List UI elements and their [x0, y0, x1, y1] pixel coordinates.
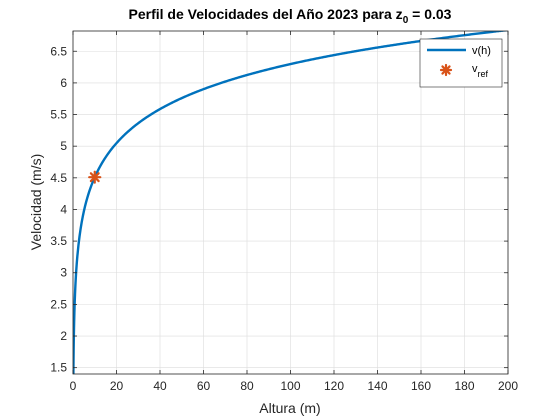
legend-asterisk-icon [439, 63, 453, 77]
x-axis-label: Altura (m) [259, 400, 320, 416]
x-tick-label: 100 [280, 379, 300, 393]
legend-box [419, 38, 503, 88]
vref-point [88, 170, 102, 184]
y-tick-label: 5.5 [50, 108, 67, 122]
asterisk-stroke [89, 172, 100, 183]
x-tick-label: 40 [153, 379, 167, 393]
x-axis-ticks: 0 20 40 60 80 100 120 140 160 180 200 [70, 31, 518, 393]
legend-label-vh: v(h) [472, 45, 491, 57]
asterisk-stroke [441, 65, 451, 75]
y-tick-label: 3 [60, 266, 67, 280]
legend-swatch-marker [439, 63, 453, 77]
plot-area: 0 20 40 60 80 100 120 140 160 180 200 1.5 2 2.5 3 3.5 4… [50, 30, 518, 393]
y-tick-label: 6 [60, 76, 67, 90]
x-tick-label: 120 [324, 379, 344, 393]
x-tick-label: 0 [70, 379, 77, 393]
legend-label-vref: vref [472, 63, 489, 79]
series-layer [73, 31, 508, 374]
x-tick-label: 140 [367, 379, 387, 393]
legend: v(h) vref [419, 38, 503, 88]
y-axis-label: Velocidad (m/s) [28, 154, 44, 250]
x-tick-label: 160 [411, 379, 431, 393]
y-tick-label: 5 [60, 139, 67, 153]
x-tick-label: 60 [197, 379, 211, 393]
y-tick-label: 2.5 [50, 297, 67, 311]
y-tick-label: 4 [60, 202, 67, 216]
y-tick-label: 2 [60, 329, 67, 343]
series-line-vh [73, 31, 508, 374]
x-tick-label: 80 [240, 379, 254, 393]
y-axis-ticks: 1.5 2 2.5 3 3.5 4 4.5 5 5.5 6 6.5 [50, 44, 508, 375]
x-tick-label: 200 [498, 379, 518, 393]
legend-label-vref-subscript: ref [478, 69, 489, 79]
y-tick-label: 3.5 [50, 234, 67, 248]
y-tick-label: 6.5 [50, 44, 67, 58]
y-tick-label: 1.5 [50, 361, 67, 375]
y-tick-label: 4.5 [50, 171, 67, 185]
x-tick-label: 180 [454, 379, 474, 393]
chart-title-suffix: = 0.03 [408, 6, 451, 22]
x-tick-label: 20 [110, 379, 124, 393]
chart-title: Perfil de Velocidades del Año 2023 para … [129, 6, 452, 26]
chart-title-subscript: 0 [403, 15, 409, 26]
